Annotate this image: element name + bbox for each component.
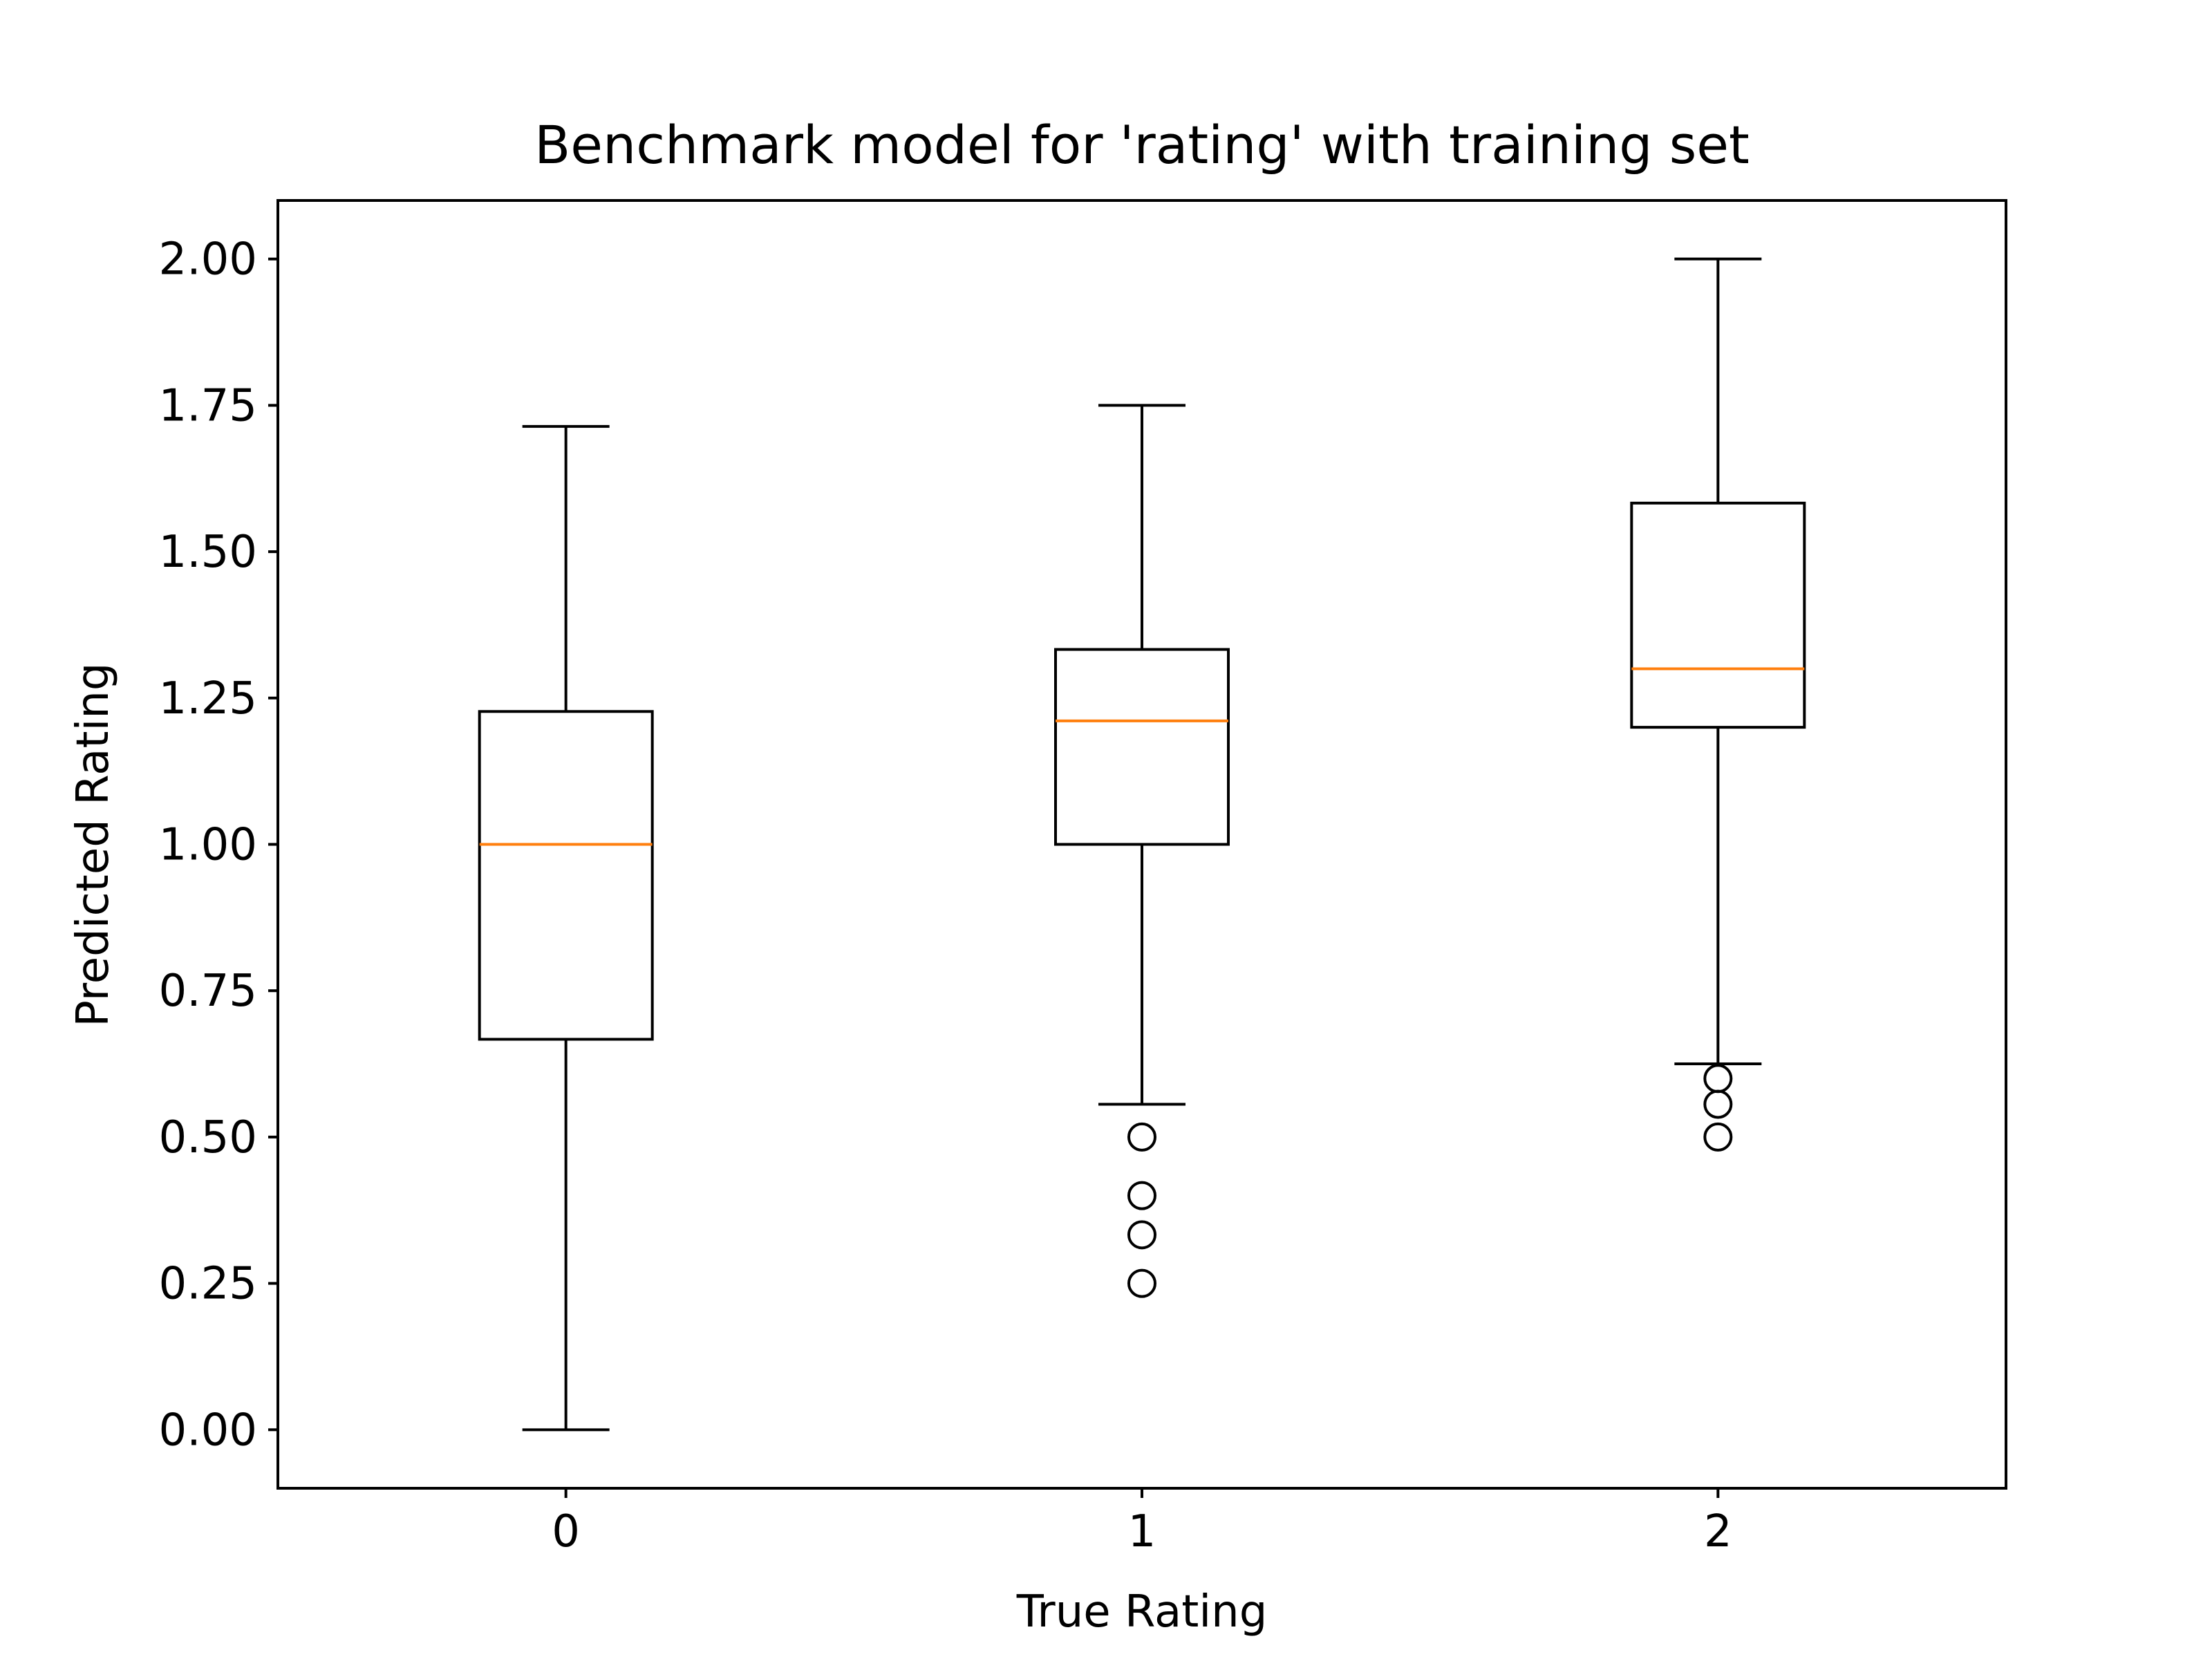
- outlier-point: [1127, 1122, 1156, 1152]
- box-group-2: [1630, 257, 1806, 1152]
- outlier-point: [1127, 1268, 1156, 1298]
- iqr-box: [1054, 648, 1230, 846]
- x-tick-label: 1: [1128, 1506, 1156, 1557]
- outlier-point: [1703, 1089, 1733, 1119]
- x-tick-label: 0: [552, 1506, 580, 1557]
- y-tick-label: 0.50: [159, 1112, 258, 1163]
- y-axis-label: Predicted Rating: [68, 662, 119, 1027]
- y-tick-label: 1.25: [159, 673, 258, 724]
- outlier-point: [1127, 1181, 1156, 1210]
- chart-title: Benchmark model for 'rating' with traini…: [534, 114, 1750, 176]
- outlier-point: [1703, 1064, 1733, 1094]
- y-tick-label: 0.00: [159, 1405, 258, 1456]
- y-tick-label: 2.00: [159, 234, 258, 285]
- x-axis: 0 1 2: [552, 1488, 1732, 1557]
- iqr-box: [478, 710, 654, 1041]
- x-tick-label: 2: [1704, 1506, 1732, 1557]
- box-group-1: [1054, 404, 1230, 1298]
- x-axis-label: True Rating: [1016, 1586, 1268, 1638]
- y-axis: 0.00 0.25 0.50 0.75 1.00 1.25 1.50 1.75 2.00: [159, 234, 278, 1456]
- y-tick-label: 1.75: [159, 380, 258, 431]
- outlier-point: [1703, 1122, 1733, 1152]
- box-group-0: [478, 424, 654, 1432]
- y-tick-label: 1.50: [159, 527, 258, 578]
- boxes-layer: [478, 257, 1806, 1432]
- outlier-point: [1127, 1220, 1156, 1250]
- y-tick-label: 0.75: [159, 966, 258, 1017]
- iqr-box: [1630, 501, 1806, 729]
- y-tick-label: 1.00: [159, 820, 258, 871]
- y-tick-label: 0.25: [159, 1259, 258, 1310]
